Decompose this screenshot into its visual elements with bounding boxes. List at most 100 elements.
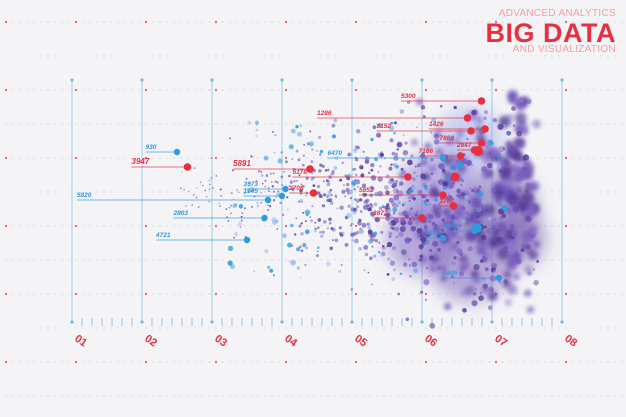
scatter-point xyxy=(239,226,242,228)
scatter-point xyxy=(274,134,277,137)
grid-dot xyxy=(544,327,546,329)
scatter-point xyxy=(387,230,391,234)
scatter-point xyxy=(227,260,233,266)
scatter-point xyxy=(399,183,403,186)
grid-dot xyxy=(369,89,371,91)
grid-dot xyxy=(12,395,14,397)
scatter-point xyxy=(412,218,415,221)
scatter-point xyxy=(385,205,391,211)
grid-dot xyxy=(82,123,84,125)
grid-dot xyxy=(285,55,287,57)
scatter-point xyxy=(269,268,274,273)
grid-dot xyxy=(341,361,343,363)
callout-dot xyxy=(481,125,489,133)
grid-dot xyxy=(411,293,413,295)
grid-dot xyxy=(327,55,329,57)
scatter-point xyxy=(450,275,455,279)
grid-dot xyxy=(390,327,392,329)
grid-dot xyxy=(390,89,392,91)
grid-dot xyxy=(341,55,343,57)
callout-label: 1426 xyxy=(429,121,444,128)
grid-dot xyxy=(82,259,84,261)
grid-dot xyxy=(390,395,392,397)
scatter-point xyxy=(407,196,410,199)
scatter-point xyxy=(384,205,389,210)
scatter-point xyxy=(487,142,492,147)
grid-dot xyxy=(278,89,280,91)
grid-dot xyxy=(278,225,280,227)
grid-dot xyxy=(12,55,14,57)
grid-dot xyxy=(271,259,273,261)
scatter-point xyxy=(401,249,407,255)
scatter-point xyxy=(423,279,430,286)
scatter-point xyxy=(309,130,312,133)
grid-dot xyxy=(579,55,581,57)
grid-dot xyxy=(214,156,218,160)
scatter-point xyxy=(288,144,294,150)
grid-dot xyxy=(390,191,392,193)
grid-dot xyxy=(565,259,567,261)
grid-dot xyxy=(208,395,210,397)
grid-dot xyxy=(271,327,273,329)
grid-dot xyxy=(614,21,616,23)
scatter-point xyxy=(286,196,289,199)
scatter-point xyxy=(256,204,260,208)
scatter-point xyxy=(255,180,258,182)
grid-dot xyxy=(348,395,350,397)
grid-dot xyxy=(354,88,358,92)
grid-dot xyxy=(152,361,154,363)
grid-dot xyxy=(467,327,469,329)
grid-dot xyxy=(355,191,357,193)
scatter-point xyxy=(286,208,289,211)
grid-dot xyxy=(61,361,63,363)
scatter-point xyxy=(514,173,524,183)
scatter-point xyxy=(310,178,314,181)
scatter-point xyxy=(292,187,295,190)
grid-dot xyxy=(404,327,406,329)
grid-dot xyxy=(264,123,266,125)
grid-dot xyxy=(166,225,168,227)
grid-dot xyxy=(236,55,238,57)
scatter-point xyxy=(330,201,334,205)
grid-dot xyxy=(40,55,42,57)
grid-dot xyxy=(467,89,469,91)
grid-dot xyxy=(369,21,371,23)
grid-dot xyxy=(138,191,140,193)
grid-dot xyxy=(250,225,252,227)
scatter-point xyxy=(353,198,357,201)
callout: 2708 xyxy=(288,185,318,197)
x-tick-label: 04 xyxy=(282,333,300,350)
grid-dot xyxy=(397,123,399,125)
grid-dot xyxy=(453,361,455,363)
grid-dot xyxy=(355,327,357,329)
scatter-point xyxy=(489,275,497,282)
scatter-point xyxy=(304,220,307,223)
grid-dot xyxy=(243,395,245,397)
scatter-point xyxy=(371,283,374,286)
scatter-point xyxy=(333,166,338,170)
grid-dot xyxy=(544,21,546,23)
grid-dot xyxy=(264,327,266,329)
scatter-point xyxy=(193,167,196,169)
scatter-point xyxy=(441,197,449,206)
grid-dot xyxy=(33,123,35,125)
scatter-point xyxy=(379,165,382,168)
grid-dot xyxy=(586,157,588,159)
grid-dot xyxy=(194,21,196,23)
grid-dot xyxy=(488,55,490,57)
callout: 5820 xyxy=(76,192,272,204)
grid-dot xyxy=(40,259,42,261)
grid-dot xyxy=(117,225,119,227)
scatter-point xyxy=(446,194,453,202)
grid-dot xyxy=(460,395,462,397)
grid-dot xyxy=(460,89,462,91)
scatter-point xyxy=(300,183,303,186)
grid-dot xyxy=(166,259,168,261)
grid-dot xyxy=(4,20,8,24)
callout-label: 2847 xyxy=(456,142,472,149)
grid-dot xyxy=(82,21,84,23)
scatter-point xyxy=(238,191,240,194)
scatter-point xyxy=(436,265,442,271)
grid-dot xyxy=(285,259,287,261)
callout-label: 2803 xyxy=(173,210,189,217)
